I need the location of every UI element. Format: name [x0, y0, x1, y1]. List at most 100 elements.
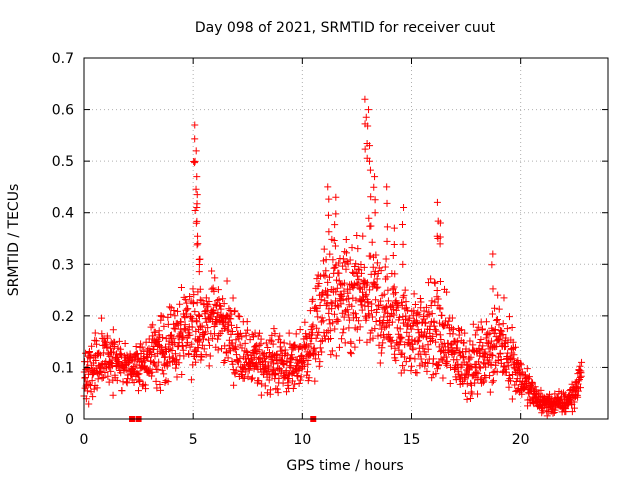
data-point: [244, 351, 252, 359]
data-point: [101, 369, 109, 377]
data-point: [447, 363, 455, 371]
data-point: [226, 347, 234, 355]
data-point: [398, 221, 406, 229]
data-point: [192, 185, 200, 193]
data-point: [208, 267, 216, 275]
data-point: [255, 377, 263, 385]
data-point: [320, 271, 328, 279]
data-point: [192, 219, 200, 227]
data-point: [132, 343, 140, 351]
data-point: [337, 291, 345, 299]
data-point: [327, 299, 335, 307]
data-point: [345, 316, 353, 324]
data-point: [320, 245, 328, 253]
data-point: [389, 305, 397, 313]
data-point: [436, 240, 444, 248]
data-point: [508, 395, 516, 403]
data-point: [348, 244, 356, 252]
data-point: [191, 121, 199, 129]
data-point: [81, 374, 89, 382]
data-point: [231, 307, 239, 315]
data-point: [346, 256, 354, 264]
data-point: [433, 287, 441, 295]
data-point: [378, 344, 386, 352]
data-point: [492, 316, 500, 324]
data-point: [264, 344, 272, 352]
data-point: [495, 321, 503, 329]
data-point: [523, 365, 531, 373]
data-point: [362, 290, 370, 298]
data-point: [400, 366, 408, 374]
data-point: [494, 291, 502, 299]
data-point: [474, 370, 482, 378]
data-point: [366, 286, 374, 294]
data-point: [360, 263, 368, 271]
data-point: [110, 348, 118, 356]
data-point: [133, 361, 141, 369]
data-point: [321, 272, 329, 280]
data-point: [154, 366, 162, 374]
data-point: [291, 343, 299, 351]
axis-ticks: 0 5 10 15 20 0 0.1 0.2 0.3 0.4 0.5 0.6 0.7: [52, 51, 608, 448]
data-point: [193, 318, 201, 326]
data-point: [282, 367, 290, 375]
data-point: [322, 256, 330, 264]
data-point: [421, 319, 429, 327]
data-point: [413, 369, 421, 377]
data-point: [402, 298, 410, 306]
data-point: [307, 340, 315, 348]
y-tick-label: 0.5: [52, 154, 74, 170]
data-point: [116, 345, 124, 353]
data-point: [138, 343, 146, 351]
data-point: [423, 367, 431, 375]
data-point: [355, 275, 363, 283]
data-point: [436, 219, 444, 227]
data-points: [80, 95, 586, 422]
data-point: [428, 310, 436, 318]
data-point: [148, 368, 156, 376]
data-point: [196, 285, 204, 293]
data-point: [436, 319, 444, 327]
y-tick-label: 0.7: [52, 51, 74, 67]
data-point: [450, 350, 458, 358]
data-point: [482, 374, 490, 382]
data-point: [309, 321, 317, 329]
data-point: [403, 321, 411, 329]
data-point: [531, 383, 539, 391]
data-point: [373, 275, 381, 283]
data-point: [460, 339, 468, 347]
data-point: [417, 298, 425, 306]
data-point: [399, 362, 407, 370]
data-point: [382, 322, 390, 330]
data-point: [344, 289, 352, 297]
data-point: [111, 338, 119, 346]
data-point: [317, 318, 325, 326]
data-point: [571, 379, 579, 387]
data-point: [214, 286, 222, 294]
data-point: [224, 354, 232, 362]
data-point: [98, 374, 106, 382]
data-point: [518, 368, 526, 376]
data-point: [342, 265, 350, 273]
data-point: [158, 366, 166, 374]
data-point: [448, 314, 456, 322]
data-point: [325, 316, 333, 324]
y-tick-label: 0.4: [52, 206, 74, 222]
data-point: [191, 308, 199, 316]
data-point: [339, 296, 347, 304]
data-point: [181, 295, 189, 303]
data-point: [118, 387, 126, 395]
data-point: [475, 363, 483, 371]
data-point: [83, 387, 91, 395]
data-point: [181, 314, 189, 322]
data-point: [325, 195, 333, 203]
data-point: [363, 279, 371, 287]
data-point: [177, 284, 185, 292]
data-point: [351, 343, 359, 351]
data-point: [191, 157, 199, 165]
data-point: [371, 209, 379, 217]
data-point: [256, 329, 264, 337]
y-tick-label: 0: [65, 412, 74, 428]
data-point: [431, 279, 439, 287]
data-point: [502, 342, 510, 350]
